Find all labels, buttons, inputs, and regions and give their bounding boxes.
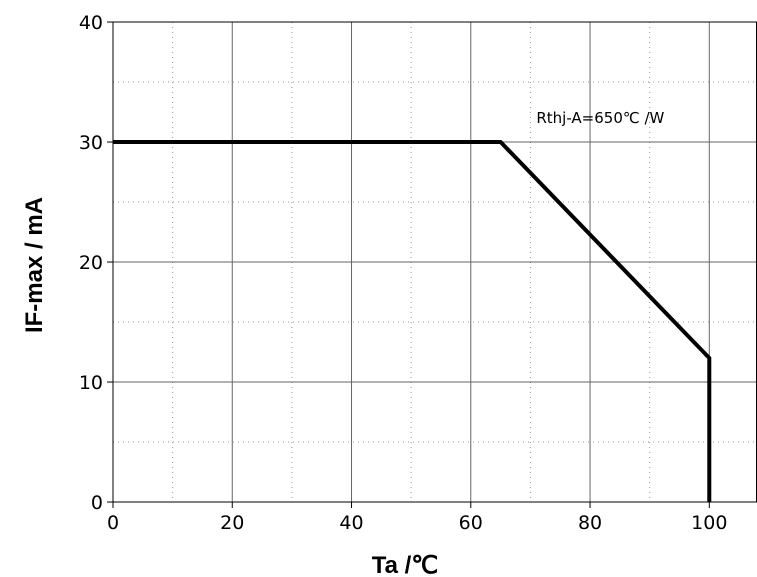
y-tick-label: 20	[79, 252, 103, 274]
x-tick-labels: 0 20 40 60 80 100	[107, 512, 727, 534]
y-tick-label: 0	[91, 492, 103, 514]
axis-ticks	[107, 21, 710, 508]
x-tick-label: 20	[220, 512, 244, 534]
x-tick-label: 100	[691, 512, 727, 534]
x-axis-title: Ta /℃	[372, 552, 439, 577]
y-tick-labels: 0 10 20 30 40	[79, 12, 103, 514]
x-tick-label: 40	[339, 512, 363, 534]
x-tick-label: 80	[578, 512, 602, 534]
y-tick-label: 10	[79, 372, 103, 394]
annotation-text: Rthj-A=650℃ /W	[536, 109, 664, 127]
y-axis-title: IF-max / mA	[21, 197, 48, 333]
series-group	[113, 140, 712, 502]
series-line	[113, 140, 712, 502]
major-grid	[113, 22, 757, 502]
y-tick-label: 30	[79, 132, 103, 154]
x-tick-label: 0	[107, 512, 119, 534]
y-tick-label: 40	[79, 12, 103, 34]
x-tick-label: 60	[459, 512, 483, 534]
